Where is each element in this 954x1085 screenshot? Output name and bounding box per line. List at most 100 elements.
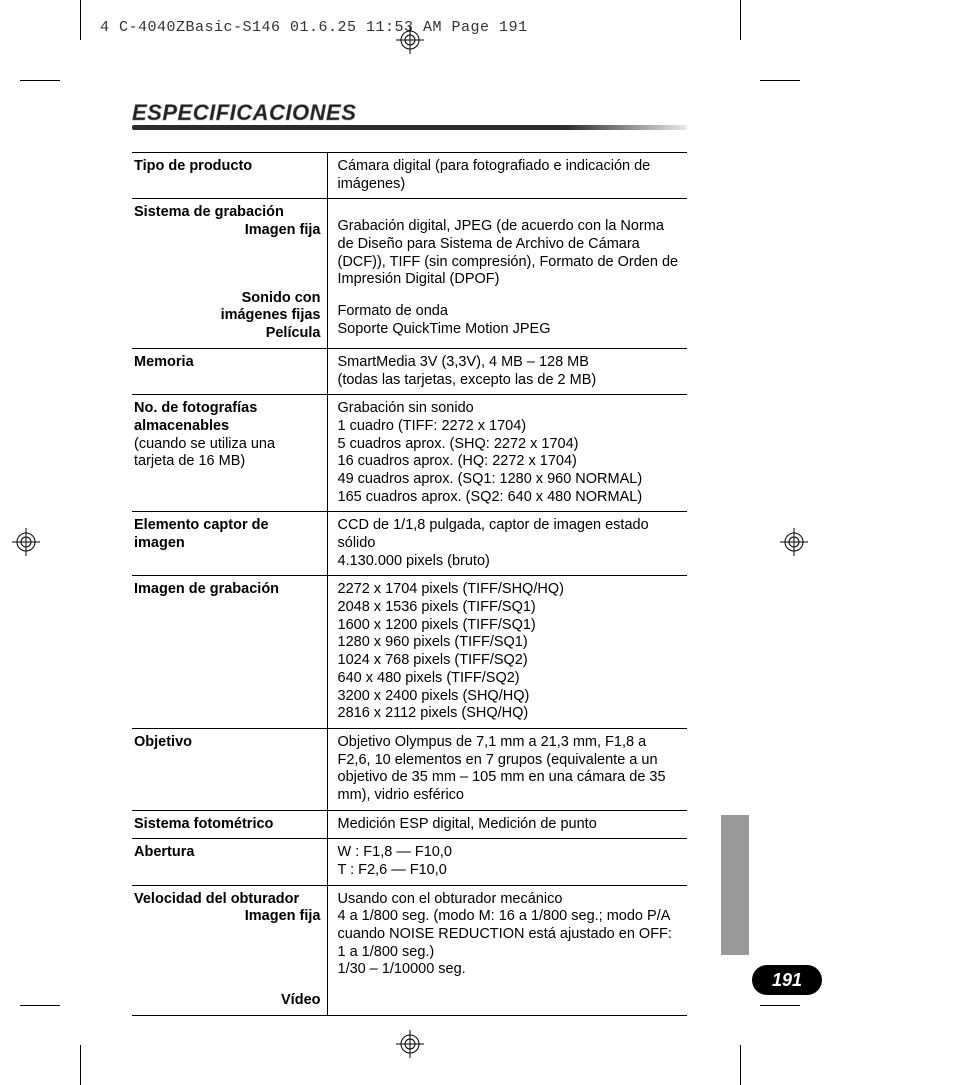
spec-value: Cámara digital (para fotografiado e indi… (327, 153, 687, 199)
spec-key: Sistema de grabaciónImagen fija Sonido co… (132, 199, 327, 348)
spec-value-line: Usando con el obturador mecánico (338, 891, 680, 909)
crop-mark (760, 80, 800, 81)
spec-key-line: Objetivo (134, 734, 321, 752)
spec-value: CCD de 1/1,8 pulgada, captor de imagen e… (327, 512, 687, 576)
spec-value-line: (todas las tarjetas, excepto las de 2 MB… (338, 372, 680, 390)
spec-key: Imagen de grabación (132, 576, 327, 729)
spec-key-line: Velocidad del obturador (134, 891, 321, 909)
crop-mark (740, 0, 741, 40)
spec-value-line: Cámara digital (para fotografiado e indi… (338, 158, 680, 193)
spec-value-line: 5 cuadros aprox. (SHQ: 2272 x 1704) (338, 436, 680, 454)
spec-value-line: Objetivo Olympus de 7,1 mm a 21,3 mm, F1… (338, 734, 680, 805)
spec-value: Usando con el obturador mecánico4 a 1/80… (327, 885, 687, 1015)
spec-value-line: 1/30 – 1/10000 seg. (338, 961, 680, 979)
spec-value-line: CCD de 1/1,8 pulgada, captor de imagen e… (338, 517, 680, 552)
spec-value-line: 1024 x 768 pixels (TIFF/SQ2) (338, 652, 680, 670)
crop-mark (20, 1005, 60, 1006)
table-row: Imagen de grabación 2272 x 1704 pixels (T… (132, 576, 687, 729)
spec-key-line: Memoria (134, 354, 321, 372)
spec-value-line: Medición ESP digital, Medición de punto (338, 816, 680, 834)
spec-value: Grabación digital, JPEG (de acuerdo con … (327, 199, 687, 348)
specifications-table: Tipo de producto Cámara digital (para fot… (132, 152, 687, 1016)
spec-key-line: Imagen fija (134, 908, 321, 926)
registration-mark-icon (396, 26, 424, 54)
spec-value-line: Grabación sin sonido (338, 400, 680, 418)
spec-key: Tipo de producto (132, 153, 327, 199)
spec-value-line: 1600 x 1200 pixels (TIFF/SQ1) (338, 617, 680, 635)
spec-value-line: 1 cuadro (TIFF: 2272 x 1704) (338, 418, 680, 436)
thumb-tab (721, 815, 749, 955)
table-row: Tipo de producto Cámara digital (para fot… (132, 153, 687, 199)
spec-key-line: Imagen fija (134, 222, 321, 240)
registration-mark-icon (12, 528, 40, 556)
section-title-wrap: ESPECIFICACIONES (132, 100, 687, 130)
crop-mark (80, 0, 81, 40)
spec-value-line: Grabación digital, JPEG (de acuerdo con … (338, 218, 680, 289)
spec-value-line: 2048 x 1536 pixels (TIFF/SQ1) (338, 599, 680, 617)
spec-value-line: 640 x 480 pixels (TIFF/SQ2) (338, 670, 680, 688)
table-row: Memoria SmartMedia 3V (3,3V), 4 MB – 128 … (132, 348, 687, 394)
table-row: Abertura W : F1,8 — F10,0T : F2,6 — F10,0 (132, 839, 687, 885)
spec-value-line: 165 cuadros aprox. (SQ2: 640 x 480 NORMA… (338, 489, 680, 507)
table-row: Sistema fotométrico Medición ESP digital,… (132, 810, 687, 839)
spec-key: Memoria (132, 348, 327, 394)
spec-value: Objetivo Olympus de 7,1 mm a 21,3 mm, F1… (327, 728, 687, 810)
crop-mark (740, 1045, 741, 1085)
table-row: No. de fotografíasalmacenables (cuando s… (132, 395, 687, 512)
spec-value-line: T : F2,6 — F10,0 (338, 862, 680, 880)
spec-key-line: Imagen de grabación (134, 581, 321, 599)
spec-value-line (338, 204, 680, 218)
spec-key-line: Sistema fotométrico (134, 816, 321, 834)
spec-key-line: Sistema de grabación (134, 204, 321, 222)
table-row: Objetivo Objetivo Olympus de 7,1 mm a 21,… (132, 728, 687, 810)
crop-mark (20, 80, 60, 81)
spec-value-line: Soporte QuickTime Motion JPEG (338, 321, 680, 339)
spec-value-line: 4.130.000 pixels (bruto) (338, 553, 680, 571)
spec-value-line: 4 a 1/800 seg. (modo M: 16 a 1/800 seg.;… (338, 908, 680, 961)
spec-value: Medición ESP digital, Medición de punto (327, 810, 687, 839)
spec-key: Sistema fotométrico (132, 810, 327, 839)
spec-key-line: tarjeta de 16 MB) (134, 453, 321, 471)
spec-key-line: imagen (134, 535, 321, 553)
table-row: Velocidad del obturadorImagen fija Vídeo U… (132, 885, 687, 1015)
spec-value-line: 1280 x 960 pixels (TIFF/SQ1) (338, 634, 680, 652)
page-content: ESPECIFICACIONES Tipo de producto Cámara … (132, 100, 687, 1016)
table-row: Elemento captor deimagen CCD de 1/1,8 pul… (132, 512, 687, 576)
spec-key: Velocidad del obturadorImagen fija Vídeo (132, 885, 327, 1015)
spec-key: Elemento captor deimagen (132, 512, 327, 576)
spec-key: Abertura (132, 839, 327, 885)
spec-key-line: No. de fotografías (134, 400, 321, 418)
section-title: ESPECIFICACIONES (132, 100, 356, 125)
crop-mark (80, 1045, 81, 1085)
crop-mark (760, 1005, 800, 1006)
registration-mark-icon (780, 528, 808, 556)
spec-key-line: imágenes fijas (134, 307, 321, 325)
spec-value: W : F1,8 — F10,0T : F2,6 — F10,0 (327, 839, 687, 885)
spec-value-line: 3200 x 2400 pixels (SHQ/HQ) (338, 688, 680, 706)
spec-key: Objetivo (132, 728, 327, 810)
spec-value-line: 16 cuadros aprox. (HQ: 2272 x 1704) (338, 453, 680, 471)
spec-key-line: (cuando se utiliza una (134, 436, 321, 454)
spec-value-line: SmartMedia 3V (3,3V), 4 MB – 128 MB (338, 354, 680, 372)
spec-value-line: 2272 x 1704 pixels (TIFF/SHQ/HQ) (338, 581, 680, 599)
spec-key-line: Sonido con (134, 290, 321, 308)
spec-key-line: Abertura (134, 844, 321, 862)
spec-value-line: 49 cuadros aprox. (SQ1: 1280 x 960 NORMA… (338, 471, 680, 489)
spec-value: SmartMedia 3V (3,3V), 4 MB – 128 MB(toda… (327, 348, 687, 394)
spec-key-line: Vídeo (134, 992, 321, 1010)
spec-key: No. de fotografíasalmacenables (cuando s… (132, 395, 327, 512)
spec-value: 2272 x 1704 pixels (TIFF/SHQ/HQ)2048 x 1… (327, 576, 687, 729)
spec-key-line: Película (134, 325, 321, 343)
spec-value-line (338, 289, 680, 303)
registration-mark-icon (396, 1030, 424, 1058)
spec-value-line: 2816 x 2112 pixels (SHQ/HQ) (338, 705, 680, 723)
spec-key-line: Tipo de producto (134, 158, 321, 176)
spec-value-line: Formato de onda (338, 303, 680, 321)
spec-value: Grabación sin sonido1 cuadro (TIFF: 2272… (327, 395, 687, 512)
title-underline (132, 125, 687, 130)
page-number-badge: 191 (752, 965, 822, 995)
table-row: Sistema de grabaciónImagen fija Sonido co… (132, 199, 687, 348)
spec-value-line: W : F1,8 — F10,0 (338, 844, 680, 862)
spec-key-line: almacenables (134, 418, 321, 436)
print-header: 4 C-4040ZBasic-S146 01.6.25 11:53 AM Pag… (100, 19, 528, 36)
